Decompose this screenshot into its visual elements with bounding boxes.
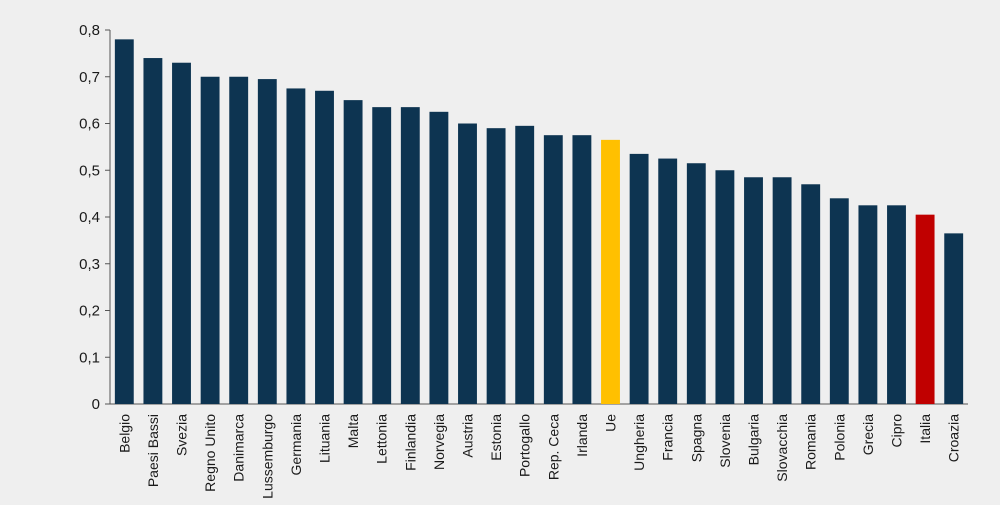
bar-francia: [658, 158, 678, 404]
bar-bulgaria: [744, 177, 763, 404]
x-category-label: Ungheria: [631, 414, 647, 471]
bar-regno-unito: [200, 76, 220, 404]
bars-group: [114, 39, 964, 405]
bar-norvegia: [429, 111, 449, 404]
bar-rep-ceca: [543, 135, 563, 404]
bar-slovacchia: [772, 177, 792, 404]
x-category-label: Danimarca: [231, 414, 247, 482]
x-category-label: Svezia: [174, 414, 190, 456]
bar-italia: [915, 214, 935, 404]
x-category-label: Malta: [345, 414, 361, 448]
y-tick-label: 0,2: [79, 303, 100, 320]
x-category-label: Germania: [288, 414, 304, 476]
bar-cipro: [887, 205, 906, 404]
x-category-label: Italia: [917, 414, 933, 444]
bar-ue: [601, 139, 620, 405]
y-tick-label: 0,4: [79, 209, 100, 226]
x-category-label: Rep. Ceca: [545, 414, 561, 480]
bar-lituania: [315, 90, 334, 405]
x-category-label: Slovacchia: [774, 414, 790, 482]
x-category-label: Lussemburgo: [259, 414, 275, 499]
x-category-label: Norvegia: [431, 414, 447, 470]
bar-grecia: [858, 205, 878, 404]
x-category-label: Estonia: [488, 414, 504, 461]
bar-spagna: [686, 163, 706, 404]
bar-slovenia: [715, 170, 735, 404]
x-category-label: Paesi Bassi: [145, 414, 161, 487]
x-category-label: Belgio: [116, 414, 132, 453]
x-category-label: Irlanda: [574, 414, 590, 457]
category-labels-group: Belgio Paesi Bassi Svezia Regno Unito Danima…: [116, 414, 961, 499]
x-category-label: Austria: [460, 414, 476, 458]
y-tick-label: 0,7: [79, 69, 100, 86]
bar-ungheria: [629, 153, 649, 404]
bar-germania: [286, 88, 306, 404]
bar-belgio: [114, 39, 134, 404]
x-category-label: Regno Unito: [202, 414, 218, 492]
x-category-label: Spagna: [688, 414, 704, 462]
x-category-label: Finlandia: [402, 414, 418, 471]
bar-romania: [801, 184, 821, 404]
x-category-label: Ue: [603, 414, 619, 432]
y-tick-label: 0: [92, 396, 100, 413]
bar-irlanda: [572, 135, 592, 404]
x-category-label: Bulgaria: [746, 414, 762, 466]
x-category-label: Lituania: [317, 414, 333, 463]
x-category-label: Slovenia: [717, 414, 733, 468]
bar-malta: [343, 100, 363, 404]
bar-lettonia: [372, 107, 392, 404]
x-category-label: Francia: [660, 414, 676, 461]
x-category-label: Croazia: [946, 414, 962, 462]
x-category-label: Portogallo: [517, 414, 533, 477]
y-axis: 0 0,1 0,2 0,3 0,4 0,5 0,6 0,7 0,8: [79, 22, 111, 413]
y-tick-label: 0,1: [79, 349, 100, 366]
x-category-label: Romania: [803, 414, 819, 470]
x-category-label: Lettonia: [374, 414, 390, 464]
bar-croazia: [944, 233, 964, 404]
bar-austria: [458, 123, 477, 404]
y-tick-label: 0,3: [79, 256, 100, 273]
bar-danimarca: [229, 76, 249, 404]
y-tick-label: 0,6: [79, 116, 100, 133]
bar-finlandia: [400, 107, 420, 404]
y-tick-label: 0,5: [79, 162, 100, 179]
bar-estonia: [486, 128, 506, 405]
bar-paesi-bassi: [143, 58, 163, 405]
x-category-label: Polonia: [831, 414, 847, 461]
bar-portogallo: [515, 125, 535, 405]
y-tick-label: 0,8: [79, 22, 100, 39]
x-category-label: Cipro: [889, 414, 905, 448]
bar-polonia: [829, 198, 849, 404]
bar-lussemburgo: [257, 79, 277, 405]
x-category-label: Grecia: [860, 414, 876, 455]
bar-svezia: [172, 62, 191, 404]
